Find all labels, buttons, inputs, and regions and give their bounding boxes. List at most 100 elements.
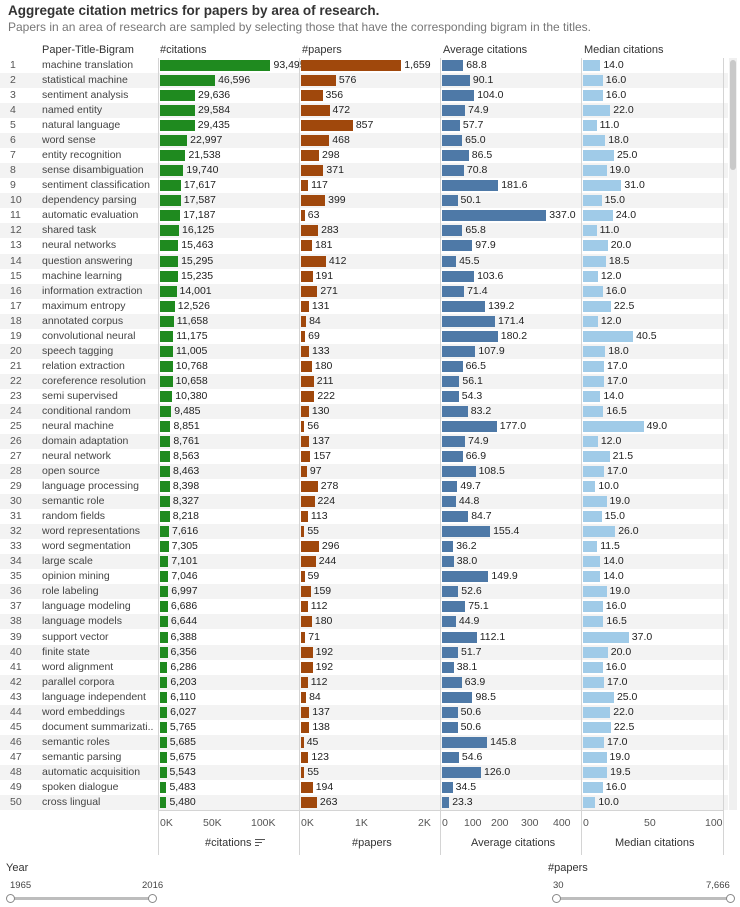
bar-citations[interactable] [160,60,271,71]
table-row[interactable]: 6 word sense 22,997 468 65.0 18.0 [0,133,728,149]
table-row[interactable]: 26 domain adaptation 8,761 137 74.9 12.0 [0,434,728,449]
vertical-scrollbar[interactable] [729,58,737,810]
table-row[interactable]: 28 open source 8,463 97 108.5 17.0 [0,464,728,480]
papers-slider-min-handle[interactable] [552,894,561,903]
bar-citations[interactable] [160,240,179,252]
bar-papers[interactable] [301,210,305,222]
column-header-citations[interactable]: #citations [160,44,207,56]
table-row[interactable]: 42 parallel corpora 6,203 112 63.9 17.0 [0,674,728,690]
bar-papers[interactable] [301,405,309,417]
bar-papers[interactable] [301,105,330,117]
bar-citations[interactable] [160,661,168,673]
bar-citations[interactable] [160,270,178,282]
bar-citations[interactable] [160,751,167,763]
bar-citations[interactable] [160,120,195,132]
bar-citations[interactable] [160,796,167,808]
bar-average[interactable] [442,360,463,372]
bar-median[interactable] [583,255,606,267]
table-row[interactable]: 27 neural network 8,563 157 66.9 21.5 [0,449,728,464]
sort-descending-icon[interactable] [255,839,266,847]
table-row[interactable]: 35 opinion mining 7,046 59 149.9 14.0 [0,569,728,584]
table-row[interactable]: 11 automatic evaluation 17,187 63 337.0 24.0 [0,208,728,223]
bar-papers[interactable] [301,571,305,583]
bar-median[interactable] [583,526,616,538]
bar-citations[interactable] [160,210,181,222]
column-header-bigram[interactable]: Paper-Title-Bigram [42,44,134,56]
bar-average[interactable] [442,315,496,327]
bar-papers[interactable] [301,120,353,132]
table-row[interactable]: 14 question answering 15,295 412 45.5 18.5 [0,253,728,269]
bar-average[interactable] [442,631,477,643]
bar-papers[interactable] [301,736,304,748]
bar-citations[interactable] [160,646,168,658]
bar-papers[interactable] [301,436,310,447]
table-row[interactable]: 43 language independent 6,110 84 98.5 25.0 [0,690,728,705]
papers-range-slider[interactable] [556,897,731,900]
bar-average[interactable] [442,285,465,297]
table-row[interactable]: 8 sense disambiguation 19,740 371 70.8 19.0 [0,163,728,179]
bar-median[interactable] [583,270,598,282]
bar-papers[interactable] [301,225,319,237]
bar-citations[interactable] [160,315,174,327]
bar-average[interactable] [442,721,458,733]
bar-average[interactable] [442,420,497,432]
bar-average[interactable] [442,75,470,87]
bar-median[interactable] [583,661,603,673]
bar-average[interactable] [442,526,491,538]
table-row[interactable]: 17 maximum entropy 12,526 131 139.2 22.5 [0,299,728,314]
bar-citations[interactable] [160,466,170,478]
bar-citations[interactable] [160,345,173,357]
bar-median[interactable] [583,541,598,553]
bar-citations[interactable] [160,676,168,688]
bar-average[interactable] [442,781,453,793]
bar-average[interactable] [442,375,460,387]
bar-papers[interactable] [301,691,307,703]
bar-papers[interactable] [301,270,313,282]
bar-citations[interactable] [160,180,181,192]
table-row[interactable]: 23 semi supervised 10,380 222 54.3 14.0 [0,389,728,404]
bar-papers[interactable] [301,526,305,538]
bar-citations[interactable] [160,616,168,628]
bar-median[interactable] [583,466,605,478]
year-range-slider[interactable] [10,897,153,900]
table-row[interactable]: 31 random fields 8,218 113 84.7 15.0 [0,509,728,524]
bar-median[interactable] [583,736,605,748]
bar-citations[interactable] [160,75,216,87]
bar-citations[interactable] [160,766,167,778]
column-header-papers[interactable]: #papers [302,44,342,56]
bar-papers[interactable] [301,165,324,177]
column-header-average[interactable]: Average citations [443,44,528,56]
bar-citations[interactable] [160,571,169,583]
bar-citations[interactable] [160,135,188,147]
bar-papers[interactable] [301,541,319,553]
bar-citations[interactable] [160,375,173,387]
bar-median[interactable] [583,105,611,117]
table-row[interactable]: 30 semantic role 8,327 224 44.8 19.0 [0,494,728,510]
bar-citations[interactable] [160,195,181,207]
bar-average[interactable] [442,150,469,162]
bar-median[interactable] [583,631,629,643]
table-row[interactable]: 5 natural language 29,435 857 57.7 11.0 [0,118,728,133]
table-row[interactable]: 46 semantic roles 5,685 45 145.8 17.0 [0,734,728,750]
bar-papers[interactable] [301,646,313,658]
bar-citations[interactable] [160,360,173,372]
bar-citations[interactable] [160,541,169,553]
bar-average[interactable] [442,105,466,117]
table-row[interactable]: 37 language modeling 6,686 112 75.1 16.0 [0,599,728,614]
bar-citations[interactable] [160,691,168,703]
bar-median[interactable] [583,240,608,252]
bar-average[interactable] [442,601,466,613]
year-slider-min-handle[interactable] [6,894,15,903]
bar-average[interactable] [442,496,456,508]
bar-median[interactable] [583,646,608,658]
bar-median[interactable] [583,571,601,583]
table-row[interactable]: 25 neural machine 8,851 56 177.0 49.0 [0,419,728,434]
bar-citations[interactable] [160,405,172,417]
table-row[interactable]: 33 word segmentation 7,305 296 36.2 11.5 [0,539,728,554]
table-row[interactable]: 3 sentiment analysis 29,636 356 104.0 16.0 [0,88,728,103]
bar-median[interactable] [583,150,614,162]
table-row[interactable]: 22 coreference resolution 10,658 211 56.1 17.… [0,373,728,389]
bar-median[interactable] [583,195,602,207]
bar-papers[interactable] [301,631,306,643]
bar-papers[interactable] [301,721,310,733]
